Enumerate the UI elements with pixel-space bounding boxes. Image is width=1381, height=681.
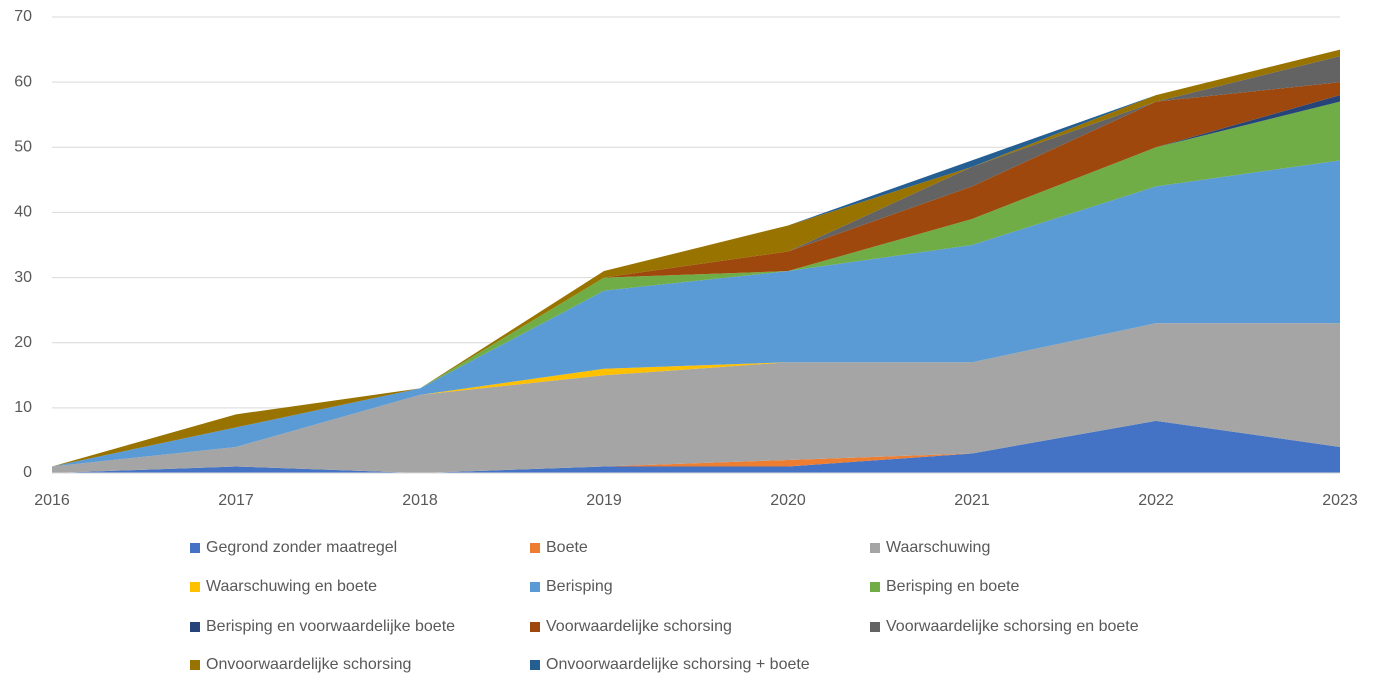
y-tick-label: 50	[14, 139, 32, 156]
legend-swatch	[190, 582, 200, 592]
legend-label: Gegrond zonder maatregel	[206, 539, 397, 556]
legend-label: Waarschuwing	[886, 539, 990, 556]
x-tick-label: 2020	[770, 492, 806, 509]
y-tick-label: 60	[14, 73, 32, 90]
x-tick-label: 2022	[1138, 492, 1174, 509]
area	[52, 49, 1340, 467]
legend-swatch	[870, 543, 880, 553]
legend-swatch	[530, 543, 540, 553]
x-tick-label: 2018	[402, 492, 438, 509]
y-tick-label: 20	[14, 334, 32, 351]
legend-label: Berisping	[546, 578, 613, 595]
legend-label: Onvoorwaardelijke schorsing	[206, 656, 411, 673]
x-tick-label: 2016	[34, 492, 70, 509]
legend-label: Boete	[546, 539, 588, 556]
legend-label: Voorwaardelijke schorsing en boete	[886, 618, 1139, 635]
legend-swatch	[190, 660, 200, 670]
area	[52, 95, 1340, 467]
area	[52, 420, 1340, 473]
area	[52, 101, 1340, 467]
legend-label: Berisping en voorwaardelijke boete	[206, 618, 455, 635]
x-tick-label: 2017	[218, 492, 254, 509]
legend-swatch	[530, 582, 540, 592]
legend-swatch	[870, 622, 880, 632]
x-tick-label: 2023	[1322, 492, 1358, 509]
area	[52, 56, 1340, 467]
areas	[52, 49, 1340, 473]
legend-label: Voorwaardelijke schorsing	[546, 618, 732, 635]
legend-swatch	[530, 660, 540, 670]
y-tick-label: 0	[23, 464, 32, 481]
y-tick-label: 70	[14, 8, 32, 25]
y-tick-label: 30	[14, 269, 32, 286]
legend-label: Waarschuwing en boete	[206, 578, 377, 595]
x-tick-label: 2019	[586, 492, 622, 509]
y-tick-label: 40	[14, 204, 32, 221]
area	[52, 160, 1340, 467]
area	[52, 323, 1340, 473]
legend-label: Berisping en boete	[886, 578, 1020, 595]
x-tick-label: 2021	[954, 492, 990, 509]
legend-swatch	[190, 543, 200, 553]
legend-swatch	[870, 582, 880, 592]
legend-swatch	[530, 622, 540, 632]
y-tick-label: 10	[14, 399, 32, 416]
area	[52, 82, 1340, 467]
legend-swatch	[190, 622, 200, 632]
legend-label: Onvoorwaardelijke schorsing + boete	[546, 656, 810, 673]
